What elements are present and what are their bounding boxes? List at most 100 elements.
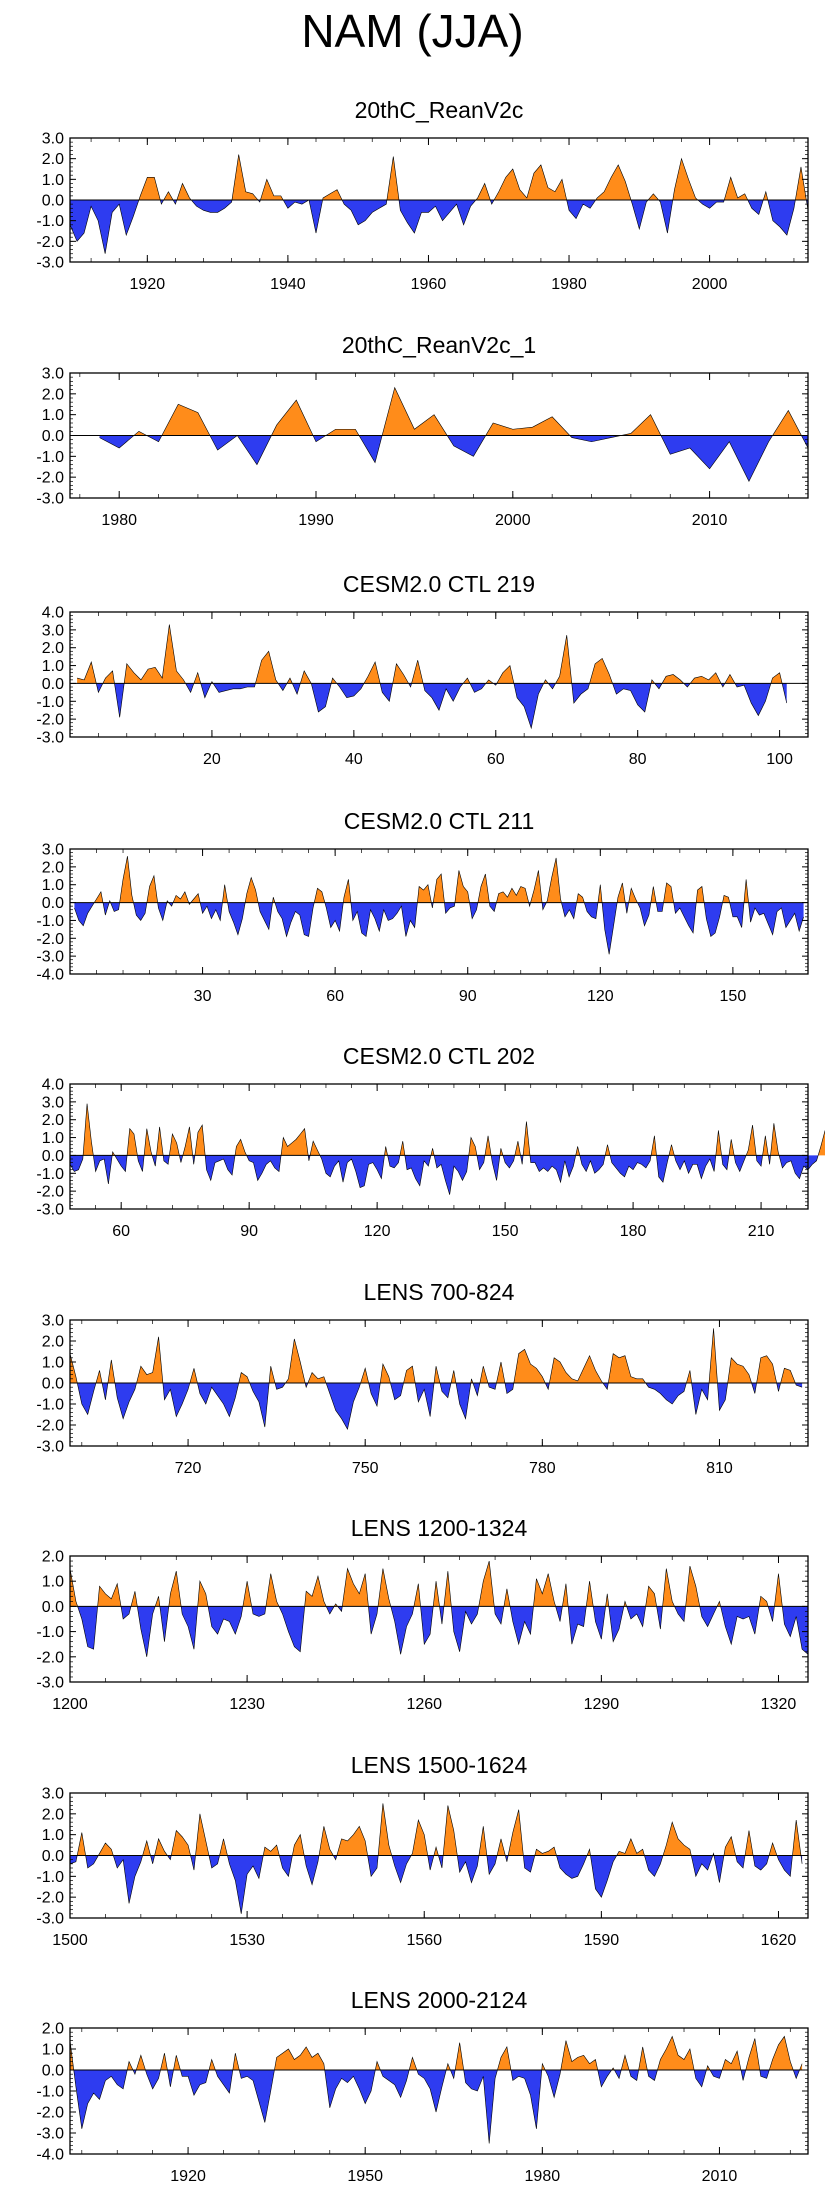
y-tick-label: -2.0 bbox=[36, 1890, 64, 1907]
negative-area bbox=[99, 435, 808, 482]
chart-panel: CESM2.0 CTL 211 3.02.01.00.0-1.0-2.0-3.0-… bbox=[36, 808, 809, 1005]
y-tick-label: 2.0 bbox=[42, 859, 64, 876]
y-tick-label: -1.0 bbox=[36, 1869, 64, 1886]
x-tick-label: 1960 bbox=[411, 276, 447, 293]
y-tick-label: 0.0 bbox=[42, 193, 64, 210]
y-tick-label: 1.0 bbox=[42, 658, 64, 675]
y-tick-label: 1.0 bbox=[42, 172, 64, 189]
series-line bbox=[69, 154, 809, 254]
x-tick-label: 180 bbox=[620, 1223, 647, 1240]
chart-panel: LENS 1200-1324 2.0 1.0 0.0 -1.0 -2.0 -3.0 1200 1… bbox=[36, 1515, 809, 1713]
panel-title: CESM2.0 CTL 211 bbox=[344, 808, 534, 834]
chart-panel: CESM2.0 CTL 202 4.03.02.01.00.0-1.0-2.0-3… bbox=[36, 1043, 825, 1240]
chart-panel: CESM2.0 CTL 219 4.03.02.01.00.0-1.0-2.0-3… bbox=[36, 571, 809, 768]
y-tick-label: -3.0 bbox=[36, 255, 64, 272]
y-tick-label: 0.0 bbox=[42, 895, 64, 912]
plot-frame bbox=[69, 848, 809, 975]
y-tick-label: 1.0 bbox=[42, 1574, 64, 1591]
y-tick-label: 1.0 bbox=[42, 2042, 64, 2059]
y-tick-label: -3.0 bbox=[36, 949, 64, 966]
positive-area bbox=[77, 624, 783, 684]
y-tick-label: 0.0 bbox=[42, 1599, 64, 1616]
negative-area bbox=[77, 1383, 803, 1430]
y-tick-label: 0.0 bbox=[42, 676, 64, 693]
y-tick-label: 3.0 bbox=[42, 842, 64, 859]
plot-frame bbox=[69, 1555, 809, 1683]
y-tick-label: 0.0 bbox=[42, 1376, 64, 1393]
chart-panel: 20thC_ReanV2c 3.0 2.0 1.0 0.0 -1.0 -2.0 -3.0 192… bbox=[36, 97, 809, 293]
y-tick-label: -1.0 bbox=[36, 1166, 64, 1183]
x-tick-label: 2010 bbox=[702, 2168, 738, 2185]
positive-area bbox=[138, 154, 807, 200]
panel-title: CESM2.0 CTL 202 bbox=[343, 1043, 535, 1069]
y-tick-label: 1.0 bbox=[42, 407, 64, 424]
y-tick-label: 3.0 bbox=[42, 1313, 64, 1330]
x-tick-label: 1920 bbox=[130, 276, 166, 293]
panel-title: LENS 1200-1324 bbox=[351, 1515, 528, 1541]
x-tick-label: 720 bbox=[175, 1460, 202, 1477]
x-tick-label: 1980 bbox=[525, 2168, 561, 2185]
y-tick-label: 2.0 bbox=[42, 1806, 64, 1823]
x-tick-label: 150 bbox=[492, 1223, 519, 1240]
x-tick-label: 1590 bbox=[584, 1932, 620, 1949]
y-tick-label: 4.0 bbox=[42, 605, 64, 622]
panel-title: LENS 1500-1624 bbox=[351, 1752, 528, 1778]
figure-title: NAM (JJA) bbox=[301, 5, 524, 57]
x-tick-label: 1260 bbox=[406, 1696, 442, 1713]
x-tick-label: 30 bbox=[194, 988, 212, 1005]
negative-area bbox=[77, 1606, 809, 1657]
negative-area bbox=[70, 1155, 819, 1195]
y-tick-label: 2.0 bbox=[42, 1334, 64, 1351]
y-tick-label: 0.0 bbox=[42, 1848, 64, 1865]
series-line bbox=[69, 1328, 803, 1431]
y-tick-label: 2.0 bbox=[42, 640, 64, 657]
positive-area bbox=[94, 856, 749, 903]
y-tick-label: 2.0 bbox=[42, 386, 64, 403]
y-tick-label: -2.0 bbox=[36, 1184, 64, 1201]
x-tick-label: 1500 bbox=[52, 1932, 88, 1949]
y-tick-label: -4.0 bbox=[36, 2147, 64, 2164]
y-tick-label: -2.0 bbox=[36, 2105, 64, 2122]
chart-panel: LENS 1500-1624 3.0 2.0 1.0 0.0 -1.0 -2.0 -3.0 15… bbox=[36, 1752, 809, 1949]
y-tick-label: -1.0 bbox=[36, 694, 64, 711]
x-tick-label: 90 bbox=[240, 1223, 258, 1240]
series-line bbox=[69, 1103, 825, 1195]
y-tick-label: 1.0 bbox=[42, 877, 64, 894]
x-tick-label: 1290 bbox=[584, 1696, 620, 1713]
y-tick-label: 4.0 bbox=[42, 1077, 64, 1094]
x-tick-label: 780 bbox=[529, 1460, 556, 1477]
x-tick-label: 80 bbox=[629, 751, 647, 768]
chart-panel: 20thC_ReanV2c_1 3.0 2.0 1.0 0.0 -1.0 -2.0 -3.0 1… bbox=[36, 332, 809, 529]
negative-area bbox=[96, 683, 787, 729]
panel-title: LENS 700-824 bbox=[364, 1279, 515, 1305]
positive-area bbox=[133, 387, 802, 436]
y-tick-label: -3.0 bbox=[36, 1675, 64, 1692]
x-tick-label: 40 bbox=[345, 751, 363, 768]
y-tick-label: -1.0 bbox=[36, 213, 64, 230]
series-line bbox=[77, 624, 788, 730]
x-tick-label: 60 bbox=[112, 1223, 130, 1240]
x-tick-label: 150 bbox=[720, 988, 747, 1005]
y-tick-label: -2.0 bbox=[36, 234, 64, 251]
series-line bbox=[99, 386, 809, 483]
y-tick-label: -1.0 bbox=[36, 913, 64, 930]
y-tick-label: -2.0 bbox=[36, 1418, 64, 1435]
y-tick-label: 0.0 bbox=[42, 2063, 64, 2080]
x-tick-label: 2010 bbox=[692, 512, 728, 529]
y-tick-label: 1.0 bbox=[42, 1827, 64, 1844]
x-tick-label: 2000 bbox=[495, 512, 531, 529]
x-tick-label: 60 bbox=[487, 751, 505, 768]
x-tick-label: 100 bbox=[766, 751, 793, 768]
negative-area bbox=[70, 1855, 803, 1914]
x-tick-label: 1940 bbox=[270, 276, 306, 293]
positive-area bbox=[77, 1803, 801, 1856]
panel-title: LENS 2000-2124 bbox=[351, 1987, 528, 2013]
x-tick-label: 120 bbox=[364, 1223, 391, 1240]
y-tick-label: -1.0 bbox=[36, 1397, 64, 1414]
y-tick-label: -2.0 bbox=[36, 1649, 64, 1666]
y-tick-label: 0.0 bbox=[42, 1148, 64, 1165]
x-tick-label: 60 bbox=[326, 988, 344, 1005]
y-tick-label: -3.0 bbox=[36, 1439, 64, 1456]
positive-area bbox=[70, 1328, 796, 1383]
